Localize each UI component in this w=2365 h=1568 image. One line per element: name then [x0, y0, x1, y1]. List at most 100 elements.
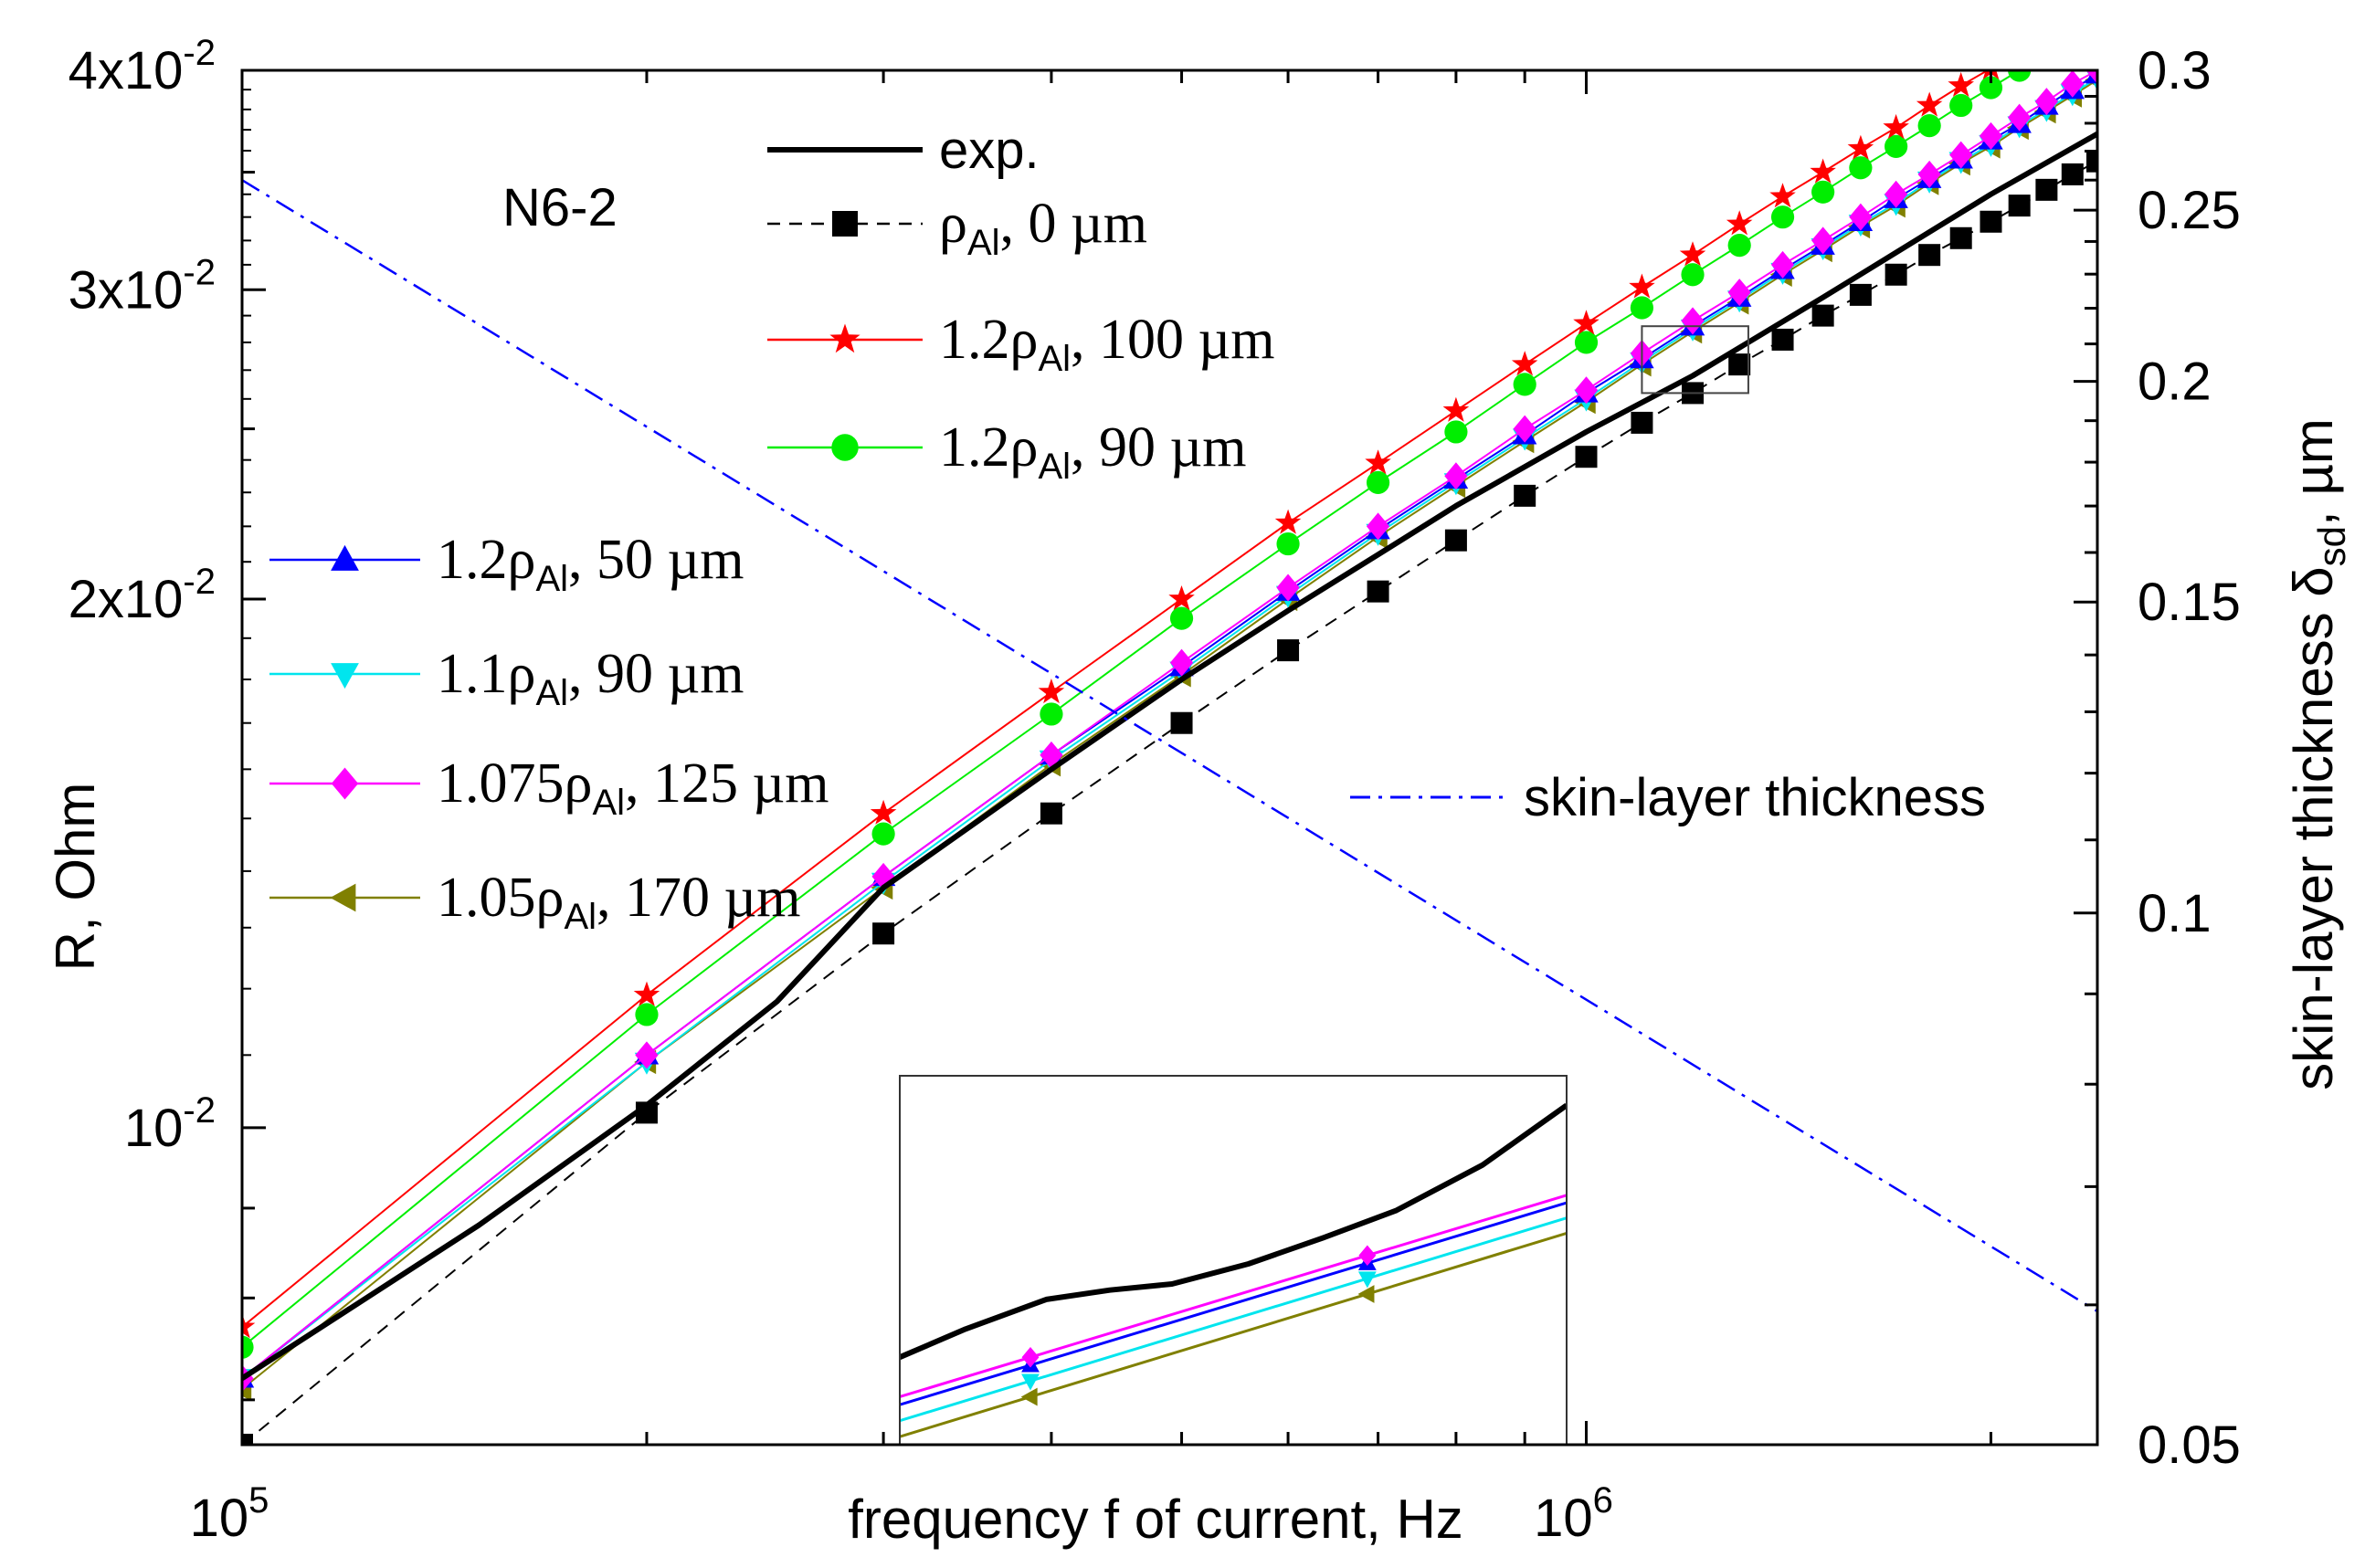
data-point-1-075rho-al-125-um	[1444, 462, 1468, 490]
data-point-1-2rho-al-100-um	[242, 1313, 256, 1339]
data-point-rho-al-0-um	[2061, 163, 2084, 185]
legend-label-sub: Al	[564, 897, 597, 937]
data-point-rho-al-0-um	[1849, 283, 1872, 306]
data-point-1-2rho-al-90-um	[1811, 180, 1835, 204]
y-left-tick-label-exp: -2	[183, 252, 216, 292]
inset-series-1-075rho-al-125-um	[900, 1194, 1567, 1398]
data-point-rho-al-0-um	[1728, 353, 1751, 376]
data-point-rho-al-0-um	[1575, 446, 1598, 468]
legend-label: 1.05ρAl, 170 µm	[437, 867, 800, 937]
y-axis-label-right-main: skin-layer thickness δ	[2283, 566, 2344, 1090]
legend-label-main: ρ	[939, 193, 967, 255]
series-1-2rho-al-100-um	[242, 70, 2000, 1339]
y-left-tick-label-exp: -2	[183, 562, 216, 602]
data-point-1-2rho-al-90-um	[1630, 296, 1654, 320]
series-1-075rho-al-125-um	[242, 70, 2097, 1393]
legend-label-tail: , 100 µm	[1071, 309, 1274, 371]
legend-label-sub: Al	[967, 223, 1000, 263]
data-point-1-2rho-al-100-um	[1916, 91, 1943, 117]
data-point-rho-al-0-um	[1980, 210, 2002, 233]
x-tick-label-exp: 6	[1593, 1480, 1613, 1521]
y-left-tick-label-base: 2x10	[69, 570, 184, 629]
inset-line-1-1rho-al-90-um	[900, 1216, 1567, 1423]
inset-series-1-05rho-al-170-um	[900, 1231, 1567, 1438]
data-point-rho-al-0-um	[872, 922, 895, 945]
data-point-1-2rho-al-90-um	[635, 1003, 659, 1026]
legend-label-tail: , 90 µm	[1071, 416, 1246, 479]
data-point-rho-al-0-um	[2008, 195, 2031, 217]
x-tick-label-base: 10	[190, 1489, 249, 1548]
data-point-rho-al-0-um	[1170, 711, 1193, 734]
data-point-rho-al-0-um	[1514, 484, 1536, 507]
data-point-1-2rho-al-100-um	[1810, 158, 1836, 184]
data-point-rho-al-0-um	[1444, 529, 1467, 552]
data-point-rho-al-0-um	[1771, 328, 1794, 351]
data-point-1-2rho-al-90-um	[1770, 205, 1795, 229]
data-point-1-2rho-al-90-um	[1366, 470, 1390, 495]
data-point-1-2rho-al-90-um	[1917, 114, 1941, 138]
inset-line-1-075rho-al-125-um	[900, 1194, 1567, 1398]
data-point-rho-al-0-um	[1631, 411, 1653, 434]
inset-data-point-1-1rho-al-90-um	[1357, 1271, 1377, 1289]
data-point-rho-al-0-um	[2035, 178, 2058, 201]
legend-label-tail: , 0 µm	[1000, 193, 1147, 255]
series-exp	[242, 131, 2097, 1381]
data-point-1-2rho-al-90-um	[1885, 134, 1908, 158]
y-left-tick-label-base: 4x10	[69, 41, 184, 100]
legend-item-1-05rho-al-170-um: 1.05ρAl, 170 µm	[269, 867, 800, 937]
data-point-1-2rho-al-90-um	[1979, 76, 2003, 100]
data-point-1-2rho-al-100-um	[1629, 273, 1655, 299]
sample-annotation: N6-2	[502, 178, 618, 237]
legend-item-1-2rho-al-100-um: 1.2ρAl, 100 µm	[767, 309, 1274, 379]
y-left-tick-label: 4x10-2	[69, 33, 216, 100]
data-point-1-2rho-al-100-um	[633, 981, 660, 1006]
data-point-1-075rho-al-125-um	[1811, 226, 1835, 255]
data-point-1-2rho-al-90-um	[871, 822, 895, 846]
data-point-1-2rho-al-90-um	[1727, 234, 1751, 258]
legend-label-sub: Al	[1038, 447, 1071, 487]
data-point-1-2rho-al-100-um	[1365, 449, 1391, 475]
inset-background	[900, 1076, 1567, 1445]
data-point-1-075rho-al-125-um	[2008, 103, 2032, 132]
inset-data-point-1-075rho-al-125-um	[1358, 1245, 1377, 1266]
data-point-1-2rho-al-90-um	[1444, 420, 1468, 444]
data-point-1-2rho-al-90-um	[1949, 93, 1973, 118]
y-right-tick-label: 0.3	[2138, 41, 2212, 100]
y-left-tick-label-base: 3x10	[69, 260, 184, 320]
legend-marker	[829, 323, 860, 353]
data-point-1-075rho-al-125-um	[635, 1041, 659, 1069]
legend-marker	[831, 434, 859, 461]
inset-data-point-1-075rho-al-125-um	[1021, 1347, 1040, 1368]
data-point-rho-al-0-um	[1277, 639, 1300, 662]
inset-data-point-1-05rho-al-170-um	[1020, 1387, 1038, 1406]
data-point-rho-al-0-um	[1918, 244, 1941, 267]
data-point-rho-al-0-um	[1885, 263, 1907, 286]
data-point-1-2rho-al-100-um	[1847, 134, 1874, 160]
inset-data-point-1-1rho-al-90-um	[1021, 1373, 1040, 1391]
y-axis-label-left: R, Ohm	[45, 783, 106, 972]
data-point-1-2rho-al-90-um	[1169, 606, 1194, 630]
legend-label-main: 1.2ρ	[939, 309, 1038, 371]
x-axis-label: frequency f of current, Hz	[848, 1489, 1463, 1550]
legend-marker	[331, 767, 359, 800]
y-axis-label-right-sub: sd	[2310, 526, 2353, 566]
data-point-1-2rho-al-100-um	[870, 799, 897, 825]
legend-item-1-2rho-al-90-um: 1.2ρAl, 90 µm	[767, 416, 1246, 487]
legend-label-tail: , 170 µm	[597, 867, 800, 929]
y-left-tick-label-exp: -2	[183, 33, 216, 73]
data-point-1-2rho-al-100-um	[1168, 585, 1195, 611]
data-point-1-075rho-al-125-um	[242, 1364, 254, 1393]
data-point-1-2rho-al-90-um	[1276, 531, 1300, 556]
data-point-1-075rho-al-125-um	[1849, 203, 1873, 231]
y-left-tick-label-exp: -2	[183, 1090, 216, 1131]
data-point-1-2rho-al-100-um	[1769, 183, 1796, 208]
data-point-1-075rho-al-125-um	[1770, 250, 1795, 279]
x-tick-label-base: 10	[1534, 1489, 1593, 1548]
legend-label: ρAl, 0 µm	[939, 193, 1147, 263]
y-left-tick-label-base: 10	[124, 1099, 184, 1158]
series-line-1-2rho-al-100-um	[242, 70, 1990, 1328]
plot-frame	[240, 68, 2099, 1447]
zoom-region-box	[1641, 325, 1749, 395]
legend-label-main: 1.05ρ	[437, 867, 564, 929]
y-right-tick-label: 0.1	[2138, 884, 2212, 943]
